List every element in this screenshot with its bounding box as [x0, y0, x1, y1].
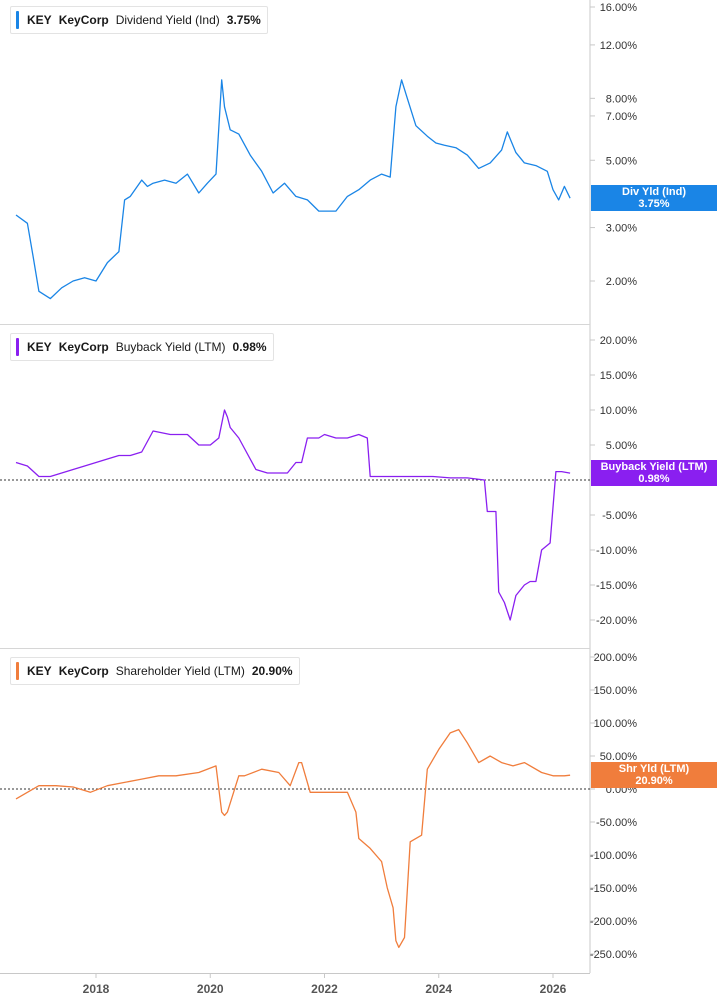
y-tick-label: 20.00%: [600, 335, 638, 347]
legend-company: KeyCorp: [58, 13, 109, 27]
legend-buyback-yield[interactable]: KEY KeyCorp Buyback Yield (LTM) 0.98%: [10, 333, 274, 361]
y-tick-label: -5.00%: [602, 510, 637, 522]
legend-ticker: KEY: [27, 13, 52, 27]
series-color-swatch: [16, 11, 19, 29]
y-tick-label: -100.00%: [590, 850, 637, 862]
y-tick-label: 3.00%: [606, 223, 637, 235]
legend-value: 3.75%: [226, 13, 261, 27]
legend-value: 0.98%: [232, 340, 267, 354]
x-tick-label: 2024: [425, 982, 452, 996]
series-color-swatch: [16, 662, 19, 680]
legend-value: 20.90%: [251, 664, 293, 678]
y-tick-label: 2.00%: [606, 276, 637, 288]
x-tick-label: 2026: [540, 982, 567, 996]
legend-metric: Shareholder Yield (LTM): [115, 664, 245, 678]
y-tick-label: 10.00%: [600, 405, 638, 417]
tag-label: Div Yld (Ind): [622, 186, 686, 198]
legend-company: KeyCorp: [58, 664, 109, 678]
legend-ticker: KEY: [27, 664, 52, 678]
y-tick-label: -150.00%: [590, 883, 637, 895]
last-value-tag-buyback: Buyback Yield (LTM) 0.98%: [591, 460, 717, 486]
y-tick-label: -50.00%: [596, 817, 637, 829]
y-tick-label: -15.00%: [596, 580, 637, 592]
x-tick-label: 2018: [83, 982, 110, 996]
y-tick-label: 200.00%: [594, 652, 638, 664]
tag-value: 3.75%: [638, 198, 670, 210]
series-color-swatch: [16, 338, 19, 356]
last-value-tag-shareholder: Shr Yld (LTM) 20.90%: [591, 762, 717, 788]
tag-label: Buyback Yield (LTM): [600, 461, 708, 473]
series-line-2: [15, 728, 571, 949]
y-tick-label: 50.00%: [600, 751, 638, 763]
last-value-tag-dividend: Div Yld (Ind) 3.75%: [591, 185, 717, 211]
series-line-0: [15, 79, 571, 300]
y-tick-label: 100.00%: [594, 718, 638, 730]
y-tick-label: 8.00%: [606, 93, 637, 105]
series-line-1: [15, 409, 571, 621]
y-tick-label: -20.00%: [596, 615, 637, 627]
x-tick-label: 2020: [197, 982, 224, 996]
tag-value: 20.90%: [635, 775, 673, 787]
y-tick-label: 12.00%: [600, 40, 638, 52]
y-tick-label: -250.00%: [590, 949, 637, 961]
legend-metric: Buyback Yield (LTM): [115, 340, 226, 354]
legend-dividend-yield[interactable]: KEY KeyCorp Dividend Yield (Ind) 3.75%: [10, 6, 268, 34]
x-tick-labels: 2018 2020 2022 2024 2026: [83, 973, 567, 996]
legend-company: KeyCorp: [58, 340, 109, 354]
y-tick-label: 5.00%: [606, 155, 637, 167]
legend-shareholder-yield[interactable]: KEY KeyCorp Shareholder Yield (LTM) 20.9…: [10, 657, 300, 685]
y-tick-label: -200.00%: [590, 916, 637, 928]
legend-ticker: KEY: [27, 340, 52, 354]
y-tick-label: 7.00%: [606, 111, 637, 123]
tag-value: 0.98%: [638, 473, 670, 485]
y-tick-label: -10.00%: [596, 545, 637, 557]
y-tick-label: 5.00%: [606, 440, 637, 452]
x-tick-label: 2022: [311, 982, 338, 996]
legend-metric: Dividend Yield (Ind): [115, 13, 220, 27]
y-tick-label: 150.00%: [594, 685, 638, 697]
series-layer: [15, 79, 571, 949]
y-tick-label: 15.00%: [600, 370, 638, 382]
tag-label: Shr Yld (LTM): [618, 763, 690, 775]
y-tick-labels: 16.00% 12.00% 8.00% 7.00% 5.00% 3.00% 2.00% 20.…: [590, 2, 637, 961]
y-tick-label: 16.00%: [600, 2, 638, 14]
